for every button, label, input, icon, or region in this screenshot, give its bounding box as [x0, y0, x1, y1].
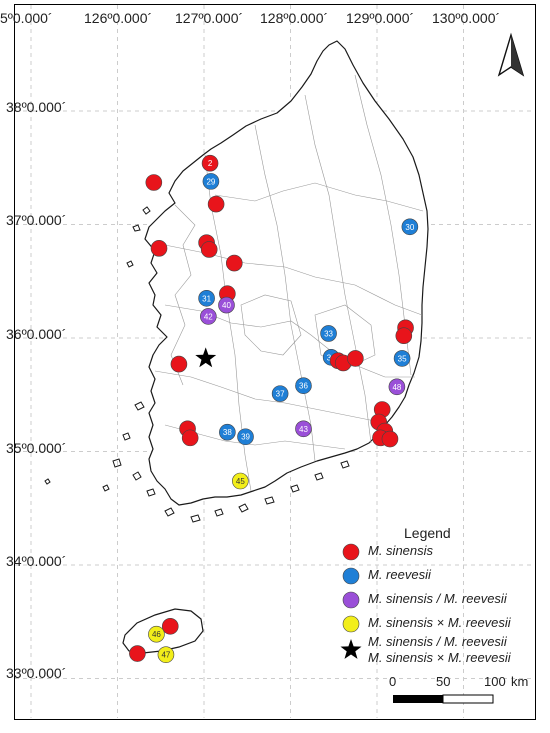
scale-label: 0: [389, 674, 397, 689]
legend-item-label: M. sinensis / M. reevesii: [368, 634, 507, 649]
lat-label: 36º0.000´: [6, 326, 67, 342]
lat-label: 33º0.000´: [6, 665, 67, 681]
site-marker-label: 29: [206, 177, 215, 186]
legend-item-label: M. sinensis / M. reevesii: [368, 591, 507, 606]
lon-label: 130º0.000´: [432, 10, 501, 26]
scale-unit: km: [511, 674, 529, 689]
lon-label: 127º0.000´: [175, 10, 244, 26]
graticule: [15, 5, 534, 718]
map-frame: 22931404230333435363748383943454647: [14, 4, 536, 720]
lon-label: 126º0.000´: [84, 10, 153, 26]
site-marker-reevesii: [198, 289, 215, 307]
legend-circle-symbol: [342, 591, 360, 609]
legend-item-label: M. sinensis × M. reevesii: [368, 650, 511, 665]
legend-item-label: M. sinensis: [368, 543, 434, 558]
site-marker-sinensis: [381, 430, 399, 448]
site-marker-sinensis: [201, 154, 219, 172]
site-marker-label: 36: [299, 382, 308, 391]
site-marker-reevesii: [401, 218, 419, 236]
site-marker-label: 30: [405, 223, 414, 232]
site-marker-sinensis: [225, 254, 243, 272]
legend-star-symbol: [340, 639, 362, 659]
site-marker-sinensis_reevesii: [200, 308, 217, 325]
site-marker-reevesii: [237, 428, 254, 446]
site-marker-hybrid: [232, 472, 249, 490]
lat-label: 38º0.000´: [6, 99, 67, 115]
scale-label: 50: [436, 674, 451, 689]
site-marker-reevesii: [219, 423, 236, 441]
legend-item-label: M. reevesii: [368, 567, 431, 582]
lat-label: 35º0.000´: [6, 440, 67, 456]
site-marker-sinensis: [129, 645, 146, 662]
site-marker-label: 35: [398, 354, 407, 363]
site-marker-label: 38: [223, 428, 232, 437]
lat-label: 34º0.000´: [6, 553, 67, 569]
site-marker-sinensis: [150, 240, 168, 257]
site-marker-sinensis: [170, 355, 188, 373]
lat-label: 37º0.000´: [6, 212, 67, 228]
site-marker-label: 37: [276, 390, 285, 399]
site-marker-label: 33: [324, 329, 333, 338]
site-marker-sinensis: [395, 327, 413, 345]
site-marker-label: 48: [392, 383, 401, 392]
site-marker-reevesii: [271, 385, 289, 402]
site-marker-label: 40: [222, 301, 231, 310]
site-marker-sinensis: [145, 174, 163, 191]
site-marker-label: 43: [299, 425, 308, 434]
site-marker-reevesii: [393, 350, 411, 367]
lon-label: 5º0.000´: [0, 10, 53, 26]
site-marker-label: 2: [208, 159, 213, 168]
site-marker-sinensis_reevesii: [388, 378, 406, 396]
lon-label: 128º0.000´: [260, 10, 329, 26]
site-marker-sinensis: [207, 195, 225, 213]
site-marker-sinensis: [181, 429, 199, 447]
site-marker-hybrid: [148, 625, 165, 643]
site-marker-label: 46: [152, 630, 161, 639]
site-marker-label: 45: [236, 477, 245, 486]
legend-item-label: M. sinensis × M. reevesii: [368, 615, 511, 630]
legend-circle-symbol: [342, 615, 360, 633]
scale-bar: [393, 694, 494, 704]
lon-label: 129º0.000´: [346, 10, 415, 26]
site-marker-sinensis_reevesii: [295, 420, 312, 438]
site-marker-sinensis_reevesii: [218, 296, 235, 314]
site-marker-reevesii: [202, 173, 220, 190]
site-marker-sinensis: [200, 241, 218, 258]
site-marker-label: 47: [161, 651, 170, 660]
site-marker-label: 39: [241, 433, 250, 442]
site-marker-label: 42: [204, 312, 213, 321]
site-marker-sinensis: [347, 350, 364, 367]
site-marker-label: 31: [202, 294, 211, 303]
site-marker-reevesii: [320, 325, 337, 342]
site-marker-reevesii: [295, 377, 312, 394]
site-markers: 22931404230333435363748383943454647: [129, 154, 419, 663]
legend-circle-symbol: [342, 567, 360, 585]
legend-circle-symbol: [342, 543, 360, 561]
star-site-marker: [195, 347, 217, 368]
north-arrow-icon: [497, 32, 525, 77]
site-marker-sinensis: [161, 617, 179, 635]
legend-symbols: [340, 543, 362, 659]
legend-title: Legend: [404, 525, 451, 541]
site-marker-hybrid: [157, 646, 175, 663]
map-canvas: 22931404230333435363748383943454647: [15, 5, 534, 718]
peninsula-outline: [144, 40, 429, 506]
scale-label: 100: [484, 674, 506, 689]
star-marker: [195, 347, 217, 368]
coastal-islands: [44, 206, 350, 523]
